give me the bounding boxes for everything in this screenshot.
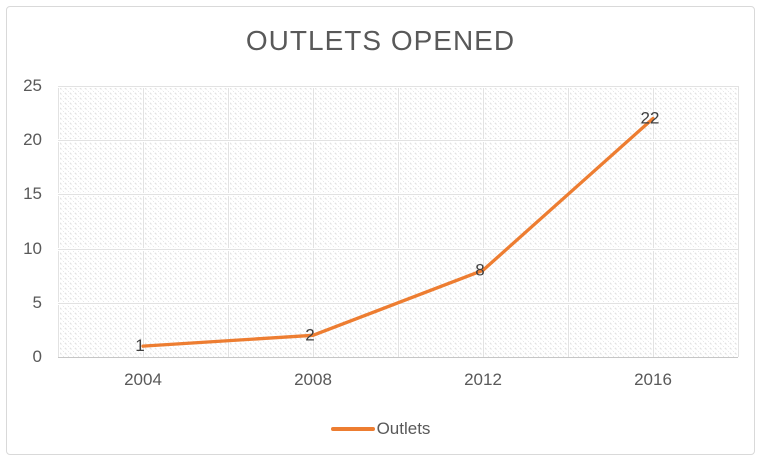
series-line-outlets [141,116,655,348]
data-label: 2 [305,325,314,344]
legend-line-swatch [330,426,375,432]
y-tick-label: 25 [23,76,42,95]
data-label: 8 [475,260,484,279]
x-tick-label: 2012 [464,370,502,389]
chart-title: OUTLETS OPENED [245,25,516,56]
y-tick-label: 20 [23,130,42,150]
legend: Outlets [7,418,754,440]
y-tick-label: 5 [32,292,42,312]
x-axis-labels: 2004 2008 2012 2016 [58,369,738,391]
data-label: 22 [641,109,660,128]
y-axis-labels: 0 5 10 15 20 25 [7,76,42,366]
x-tick-label: 2008 [294,370,332,389]
y-tick-label: 15 [23,184,42,204]
line-chart-canvas: 1 2 8 22 [57,85,740,358]
legend-label: Outlets [376,419,431,438]
y-tick-label: 10 [23,238,42,258]
plot-area: 1 2 8 22 [57,85,740,358]
x-tick-label: 2016 [634,370,672,389]
data-label: 1 [135,336,144,355]
chart-frame[interactable]: OUTLETS OPENED 0 5 10 15 20 25 1 2 8 22 2004 2008… [6,6,755,455]
x-tick-label: 2004 [124,370,162,389]
y-tick-label: 0 [32,347,42,366]
